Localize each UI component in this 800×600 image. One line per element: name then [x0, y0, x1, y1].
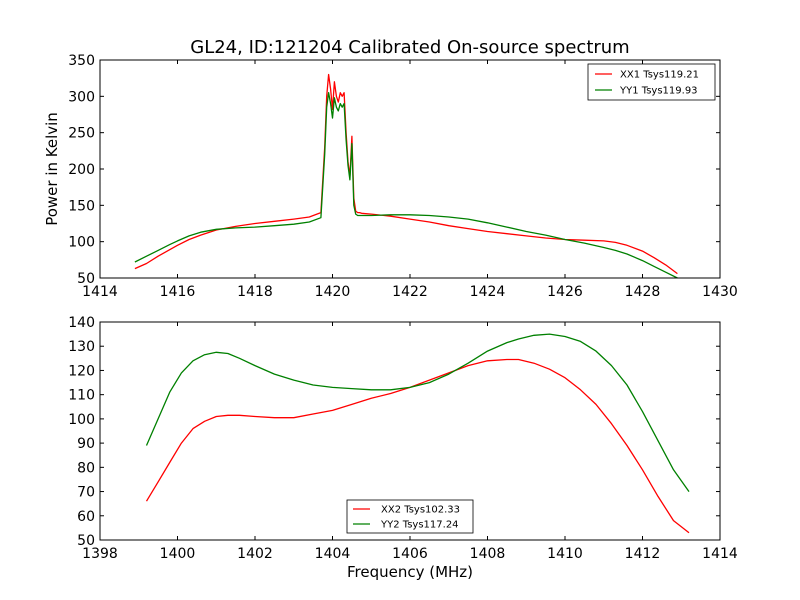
top-ytick-label: 150 [68, 198, 95, 214]
top-spectrum-plot: Power in Kelvin 1414 1416 1418 1420 1422 1424… [43, 53, 738, 300]
bottom-ytick-label: 60 [77, 509, 95, 525]
top-xtick-label: 1418 [237, 284, 273, 300]
top-xtick-label: 1420 [315, 284, 351, 300]
top-xtick-label: 1430 [702, 284, 738, 300]
bottom-plot-xlabel: Frequency (MHz) [347, 563, 473, 581]
figure-title: GL24, ID:121204 Calibrated On-source spe… [190, 37, 629, 58]
bottom-ytick-label: 50 [77, 533, 95, 549]
top-ytick-label: 200 [68, 162, 95, 178]
bottom-xtick-label: 1398 [82, 546, 118, 562]
top-legend-box [587, 63, 716, 101]
bottom-ytick-label: 110 [68, 388, 95, 404]
bottom-xtick-label: 1404 [315, 546, 351, 562]
bottom-xtick-label: 1414 [702, 546, 738, 562]
bottom-legend-box [346, 499, 474, 534]
top-legend-label-yy1: YY1 Tsys119.93 [619, 86, 698, 97]
top-legend-label-xx1: XX1 Tsys119.21 [620, 70, 699, 81]
bottom-spectrum-plot: Frequency (MHz) 1398 1400 1402 1404 1406 1408… [68, 315, 738, 581]
bottom-ytick-label: 90 [77, 436, 95, 452]
top-xtick-label: 1428 [625, 284, 661, 300]
top-xtick-label: 1422 [392, 284, 428, 300]
bottom-ytick-label: 130 [68, 339, 95, 355]
bottom-ytick-label: 100 [68, 412, 95, 428]
bottom-ytick-label: 120 [68, 363, 95, 379]
bottom-xtick-label: 1412 [625, 546, 661, 562]
bottom-xtick-label: 1402 [237, 546, 273, 562]
top-plot-legend: XX1 Tsys119.21 YY1 Tsys119.93 [587, 63, 716, 101]
top-ytick-label: 50 [77, 271, 95, 287]
bottom-ytick-label: 140 [68, 315, 95, 331]
top-series-line-1 [134, 92, 678, 279]
top-ytick-label: 350 [68, 53, 95, 69]
bottom-xtick-label: 1406 [392, 546, 428, 562]
bottom-xtick-label: 1410 [547, 546, 583, 562]
top-ytick-label: 100 [68, 235, 95, 251]
bottom-legend-label-yy2: YY2 Tsys117.24 [380, 520, 459, 531]
bottom-legend-label-xx2: XX2 Tsys102.33 [381, 505, 460, 516]
top-xtick-label: 1414 [82, 284, 118, 300]
top-ytick-label: 300 [68, 89, 95, 105]
top-xtick-label: 1424 [470, 284, 506, 300]
top-xtick-label: 1426 [547, 284, 583, 300]
top-xtick-label: 1416 [160, 284, 196, 300]
bottom-plot-legend: XX2 Tsys102.33 YY2 Tsys117.24 [346, 499, 474, 534]
bottom-series-line-1 [145, 333, 690, 492]
bottom-ytick-label: 70 [77, 485, 95, 501]
bottom-xtick-label: 1400 [160, 546, 196, 562]
top-ytick-label: 250 [68, 126, 95, 142]
bottom-xtick-label: 1408 [470, 546, 506, 562]
bottom-ytick-label: 80 [77, 460, 95, 476]
top-plot-ylabel: Power in Kelvin [43, 112, 61, 226]
